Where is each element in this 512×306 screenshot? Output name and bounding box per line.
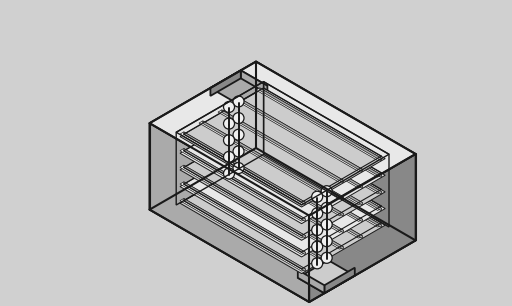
Polygon shape	[210, 70, 241, 96]
Polygon shape	[237, 99, 362, 171]
Circle shape	[321, 186, 332, 197]
Polygon shape	[150, 62, 416, 216]
Circle shape	[233, 162, 244, 174]
Circle shape	[312, 258, 323, 269]
Polygon shape	[203, 171, 325, 244]
Polygon shape	[180, 148, 305, 221]
Polygon shape	[199, 137, 325, 210]
Polygon shape	[222, 110, 344, 183]
Polygon shape	[260, 155, 381, 227]
Polygon shape	[184, 199, 305, 271]
Polygon shape	[218, 143, 344, 216]
Polygon shape	[222, 126, 344, 200]
Circle shape	[224, 135, 234, 146]
Polygon shape	[256, 155, 381, 227]
Polygon shape	[180, 182, 305, 254]
Polygon shape	[256, 105, 381, 177]
Polygon shape	[199, 121, 325, 193]
Polygon shape	[180, 155, 385, 274]
Polygon shape	[150, 62, 256, 210]
Polygon shape	[241, 132, 362, 205]
Circle shape	[312, 208, 323, 219]
Circle shape	[312, 225, 323, 236]
Polygon shape	[203, 121, 325, 194]
Polygon shape	[260, 138, 381, 211]
Circle shape	[321, 252, 332, 263]
Polygon shape	[218, 177, 344, 249]
Polygon shape	[203, 154, 325, 227]
Polygon shape	[260, 121, 381, 194]
Circle shape	[321, 236, 332, 247]
Polygon shape	[203, 137, 325, 211]
Circle shape	[224, 168, 234, 179]
Polygon shape	[241, 116, 362, 188]
Polygon shape	[180, 121, 385, 240]
Polygon shape	[150, 148, 416, 302]
Circle shape	[224, 102, 234, 113]
Polygon shape	[260, 88, 381, 161]
Polygon shape	[237, 132, 362, 205]
Circle shape	[233, 96, 244, 107]
Circle shape	[321, 202, 332, 213]
Polygon shape	[325, 268, 355, 293]
Polygon shape	[180, 132, 305, 204]
Polygon shape	[218, 160, 344, 233]
Polygon shape	[203, 188, 325, 260]
Circle shape	[312, 241, 323, 252]
Polygon shape	[184, 165, 305, 238]
Polygon shape	[150, 123, 309, 302]
Polygon shape	[237, 166, 362, 238]
Polygon shape	[180, 165, 305, 238]
Polygon shape	[222, 177, 344, 249]
Polygon shape	[180, 199, 305, 271]
Polygon shape	[210, 70, 267, 103]
Polygon shape	[256, 62, 416, 241]
Polygon shape	[298, 260, 355, 293]
Polygon shape	[260, 105, 381, 177]
Circle shape	[312, 191, 323, 202]
Polygon shape	[241, 149, 362, 222]
Polygon shape	[222, 160, 344, 233]
Circle shape	[224, 151, 234, 162]
Polygon shape	[184, 182, 305, 255]
Polygon shape	[309, 154, 416, 302]
Polygon shape	[199, 171, 325, 244]
Circle shape	[233, 146, 244, 157]
Circle shape	[233, 113, 244, 124]
Polygon shape	[218, 110, 344, 182]
Polygon shape	[199, 188, 325, 260]
Polygon shape	[237, 149, 362, 222]
Circle shape	[321, 219, 332, 230]
Circle shape	[224, 118, 234, 129]
Polygon shape	[298, 270, 325, 293]
Polygon shape	[180, 88, 385, 207]
Polygon shape	[256, 138, 381, 211]
Polygon shape	[199, 154, 325, 227]
Polygon shape	[184, 132, 305, 205]
Polygon shape	[241, 99, 362, 172]
Polygon shape	[241, 70, 267, 94]
Polygon shape	[218, 126, 344, 199]
Polygon shape	[256, 121, 381, 194]
Polygon shape	[256, 88, 381, 160]
Circle shape	[233, 129, 244, 140]
Polygon shape	[241, 166, 362, 238]
Polygon shape	[237, 116, 362, 188]
Polygon shape	[180, 105, 385, 224]
Polygon shape	[180, 138, 385, 257]
Polygon shape	[184, 148, 305, 222]
Polygon shape	[222, 143, 344, 216]
